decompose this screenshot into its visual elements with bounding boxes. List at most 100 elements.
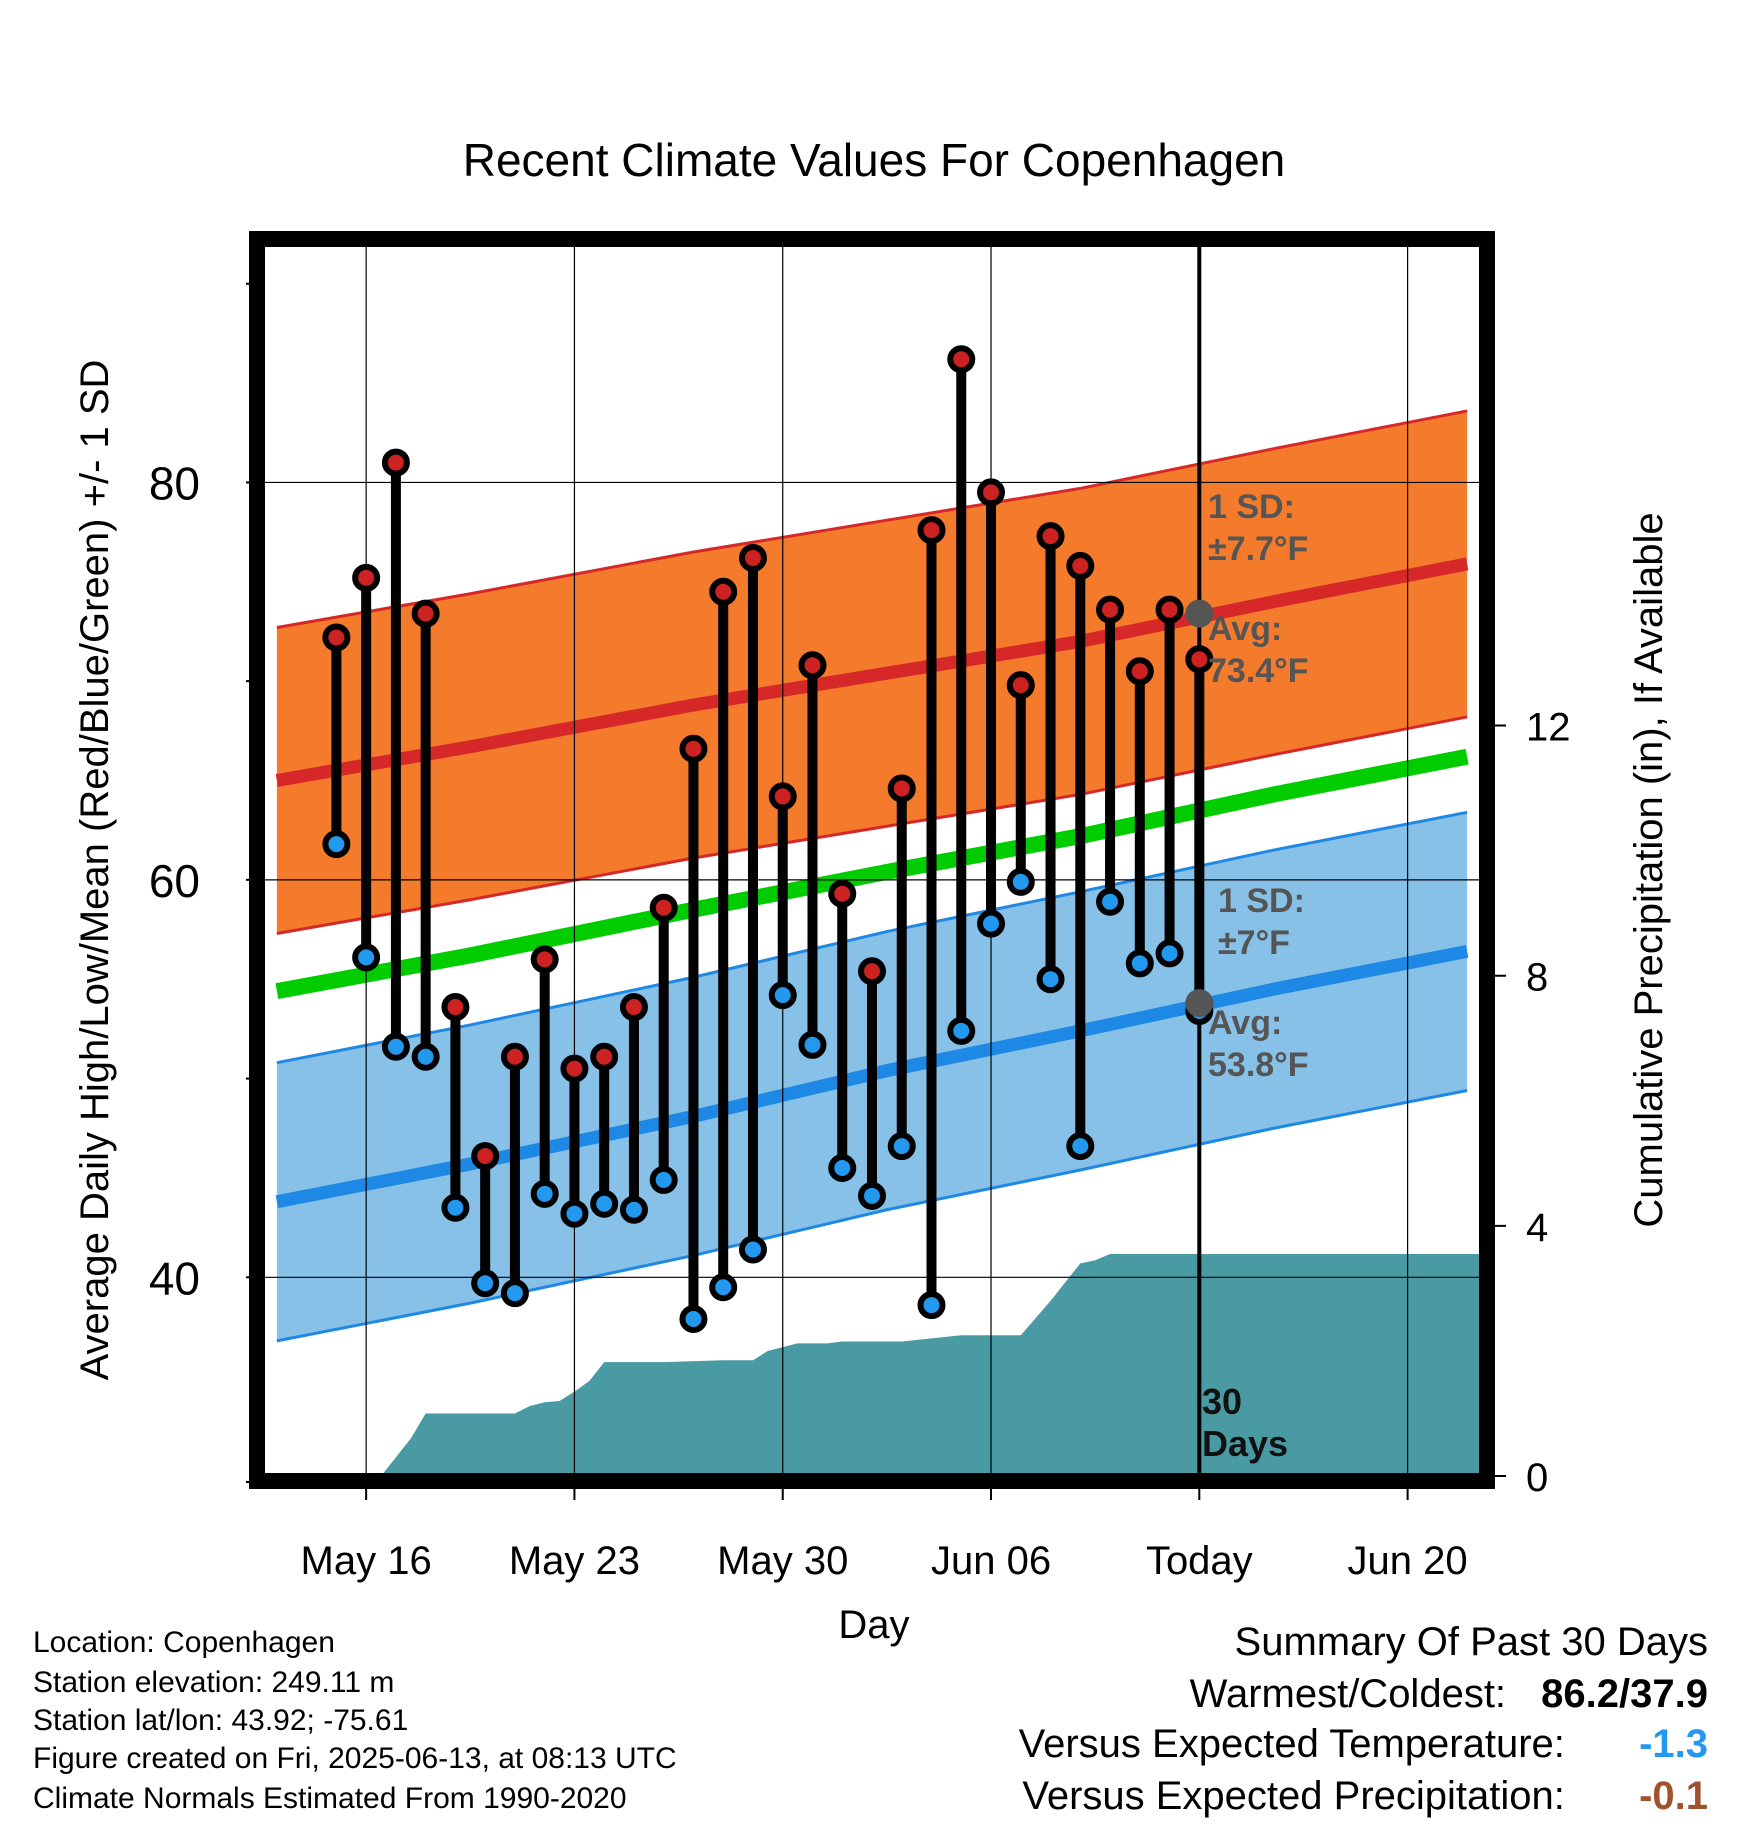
summary-warm-cold-value: 86.2/37.9 <box>1541 1672 1708 1716</box>
daily-low-point <box>709 1273 738 1302</box>
daily-high-point <box>1036 522 1065 551</box>
summary-warm-cold-label: Warmest/Coldest: <box>1189 1672 1507 1716</box>
x-tick-label: Jun 06 <box>931 1539 1051 1583</box>
high-avg-value: 73.4°F <box>1208 652 1309 690</box>
y2-tick-label: 0 <box>1526 1456 1548 1500</box>
summary-precip-value: -0.1 <box>1639 1774 1708 1818</box>
low-sd-lower-edge <box>276 1089 1468 1343</box>
x-tick-label: May 23 <box>509 1539 640 1583</box>
daily-low-point <box>471 1269 500 1298</box>
daily-low-point <box>381 1032 410 1061</box>
summary-warm-cold: Warmest/Coldest: 86.2/37.9 <box>1190 1672 1708 1717</box>
daily-low-point <box>619 1195 648 1224</box>
daily-high-point <box>500 1042 529 1071</box>
high-sd-upper-edge <box>276 409 1468 629</box>
daily-low-point <box>1125 949 1154 978</box>
summary-title: Summary Of Past 30 Days <box>1234 1620 1708 1664</box>
info-latlon: Station lat/lon: 43.92; -75.61 <box>33 1704 409 1737</box>
daily-high-point <box>858 957 886 986</box>
daily-low-point <box>441 1193 470 1222</box>
chart-title: Recent Climate Values For Copenhagen <box>463 134 1286 186</box>
low-avg-value: 53.8°F <box>1208 1046 1309 1084</box>
high-avg-label: Avg: <box>1208 610 1282 648</box>
daily-high-point <box>381 448 410 477</box>
daily-high-point <box>828 879 857 908</box>
daily-low-point <box>858 1181 886 1210</box>
daily-low-point <box>500 1279 529 1308</box>
summary-temp-label: Versus Expected Temperature: <box>1018 1722 1565 1766</box>
daily-high-point <box>768 782 797 811</box>
plot-area: 1 SD: ±7.7°F Avg: 73.4°F 1 SD: ±7°F Avg: 53.8°F… <box>149 231 1571 1583</box>
summary-temp: Versus Expected Temperature: -1.3 <box>1019 1722 1708 1767</box>
daily-low-point <box>1036 965 1065 994</box>
daily-low-point <box>828 1154 857 1182</box>
daily-low-point <box>798 1030 827 1059</box>
low-avg-label: Avg: <box>1208 1004 1282 1042</box>
daily-low-point <box>1066 1132 1095 1161</box>
info-elevation: Station elevation: 249.11 m <box>33 1666 395 1699</box>
daily-low-point <box>530 1179 559 1208</box>
daily-low-point <box>977 909 1006 938</box>
y2-axis-label: Cumulative Precipitation (in), If Availa… <box>1627 512 1671 1227</box>
daily-low-point <box>947 1016 976 1045</box>
y-tick-label: 40 <box>149 1252 200 1304</box>
daily-low-point <box>768 981 797 1010</box>
info-location: Location: Copenhagen <box>33 1626 335 1659</box>
daily-high-point <box>411 599 440 628</box>
daily-high-point <box>530 945 559 974</box>
daily-high-point <box>1006 671 1035 700</box>
daily-low-point <box>1155 939 1184 968</box>
daily-low-point <box>590 1189 619 1218</box>
daily-low-point <box>352 943 381 972</box>
daily-high-point <box>1096 595 1125 624</box>
daily-high-point <box>798 651 827 680</box>
high-sd-value: ±7.7°F <box>1208 530 1308 568</box>
daily-low-point <box>649 1165 678 1194</box>
y-tick-label: 60 <box>149 855 200 907</box>
days-count-word: Days <box>1202 1423 1288 1464</box>
x-tick-label: May 30 <box>717 1539 848 1583</box>
normal-high-line <box>275 557 1469 787</box>
low-sd-value: ±7°F <box>1218 924 1290 962</box>
high-sd-lower-edge <box>276 715 1468 936</box>
today-low-avg-marker <box>1185 989 1214 1018</box>
daily-high-point <box>1155 595 1184 624</box>
daily-low-point <box>679 1305 708 1334</box>
daily-high-point <box>917 516 946 545</box>
y-tick-label: 80 <box>149 457 200 509</box>
low-sd-label: 1 SD: <box>1218 882 1305 920</box>
daily-high-point <box>649 893 678 922</box>
daily-low-point <box>738 1235 767 1264</box>
summary-precip-label: Versus Expected Precipitation: <box>1022 1774 1565 1818</box>
daily-high-point <box>352 563 381 592</box>
x-tick-label: May 16 <box>301 1539 432 1583</box>
today-high-avg-marker <box>1185 599 1214 628</box>
plot-frame <box>249 231 1495 1489</box>
summary-precip: Versus Expected Precipitation: -0.1 <box>1022 1774 1708 1819</box>
high-sd-label: 1 SD: <box>1208 488 1295 526</box>
y2-tick-label: 8 <box>1526 956 1548 1000</box>
daily-low-point <box>1006 867 1035 896</box>
daily-high-point <box>441 993 470 1022</box>
y2-tick-label: 4 <box>1526 1206 1548 1250</box>
daily-high-point <box>977 478 1006 507</box>
days-count-number: 30 <box>1202 1381 1242 1422</box>
y2-tick-label: 12 <box>1526 706 1571 750</box>
x-tick-label: Jun 20 <box>1348 1539 1468 1583</box>
daily-high-point <box>619 993 648 1022</box>
daily-low-point <box>322 830 351 859</box>
daily-high-point <box>887 774 916 803</box>
daily-high-point <box>709 577 738 606</box>
y-axis-label: Average Daily High/Low/Mean (Red/Blue/Gr… <box>73 360 117 1381</box>
daily-high-point <box>947 345 976 374</box>
daily-low-point <box>560 1199 589 1228</box>
daily-high-point <box>1125 657 1154 686</box>
normal-mean-line <box>275 748 1469 1000</box>
x-tick-label: Today <box>1146 1539 1253 1583</box>
daily-high-point <box>679 734 708 763</box>
daily-low-point <box>1096 887 1125 916</box>
daily-high-point <box>738 543 767 572</box>
info-normals: Climate Normals Estimated From 1990-2020 <box>33 1782 627 1815</box>
daily-high-point <box>590 1042 619 1071</box>
